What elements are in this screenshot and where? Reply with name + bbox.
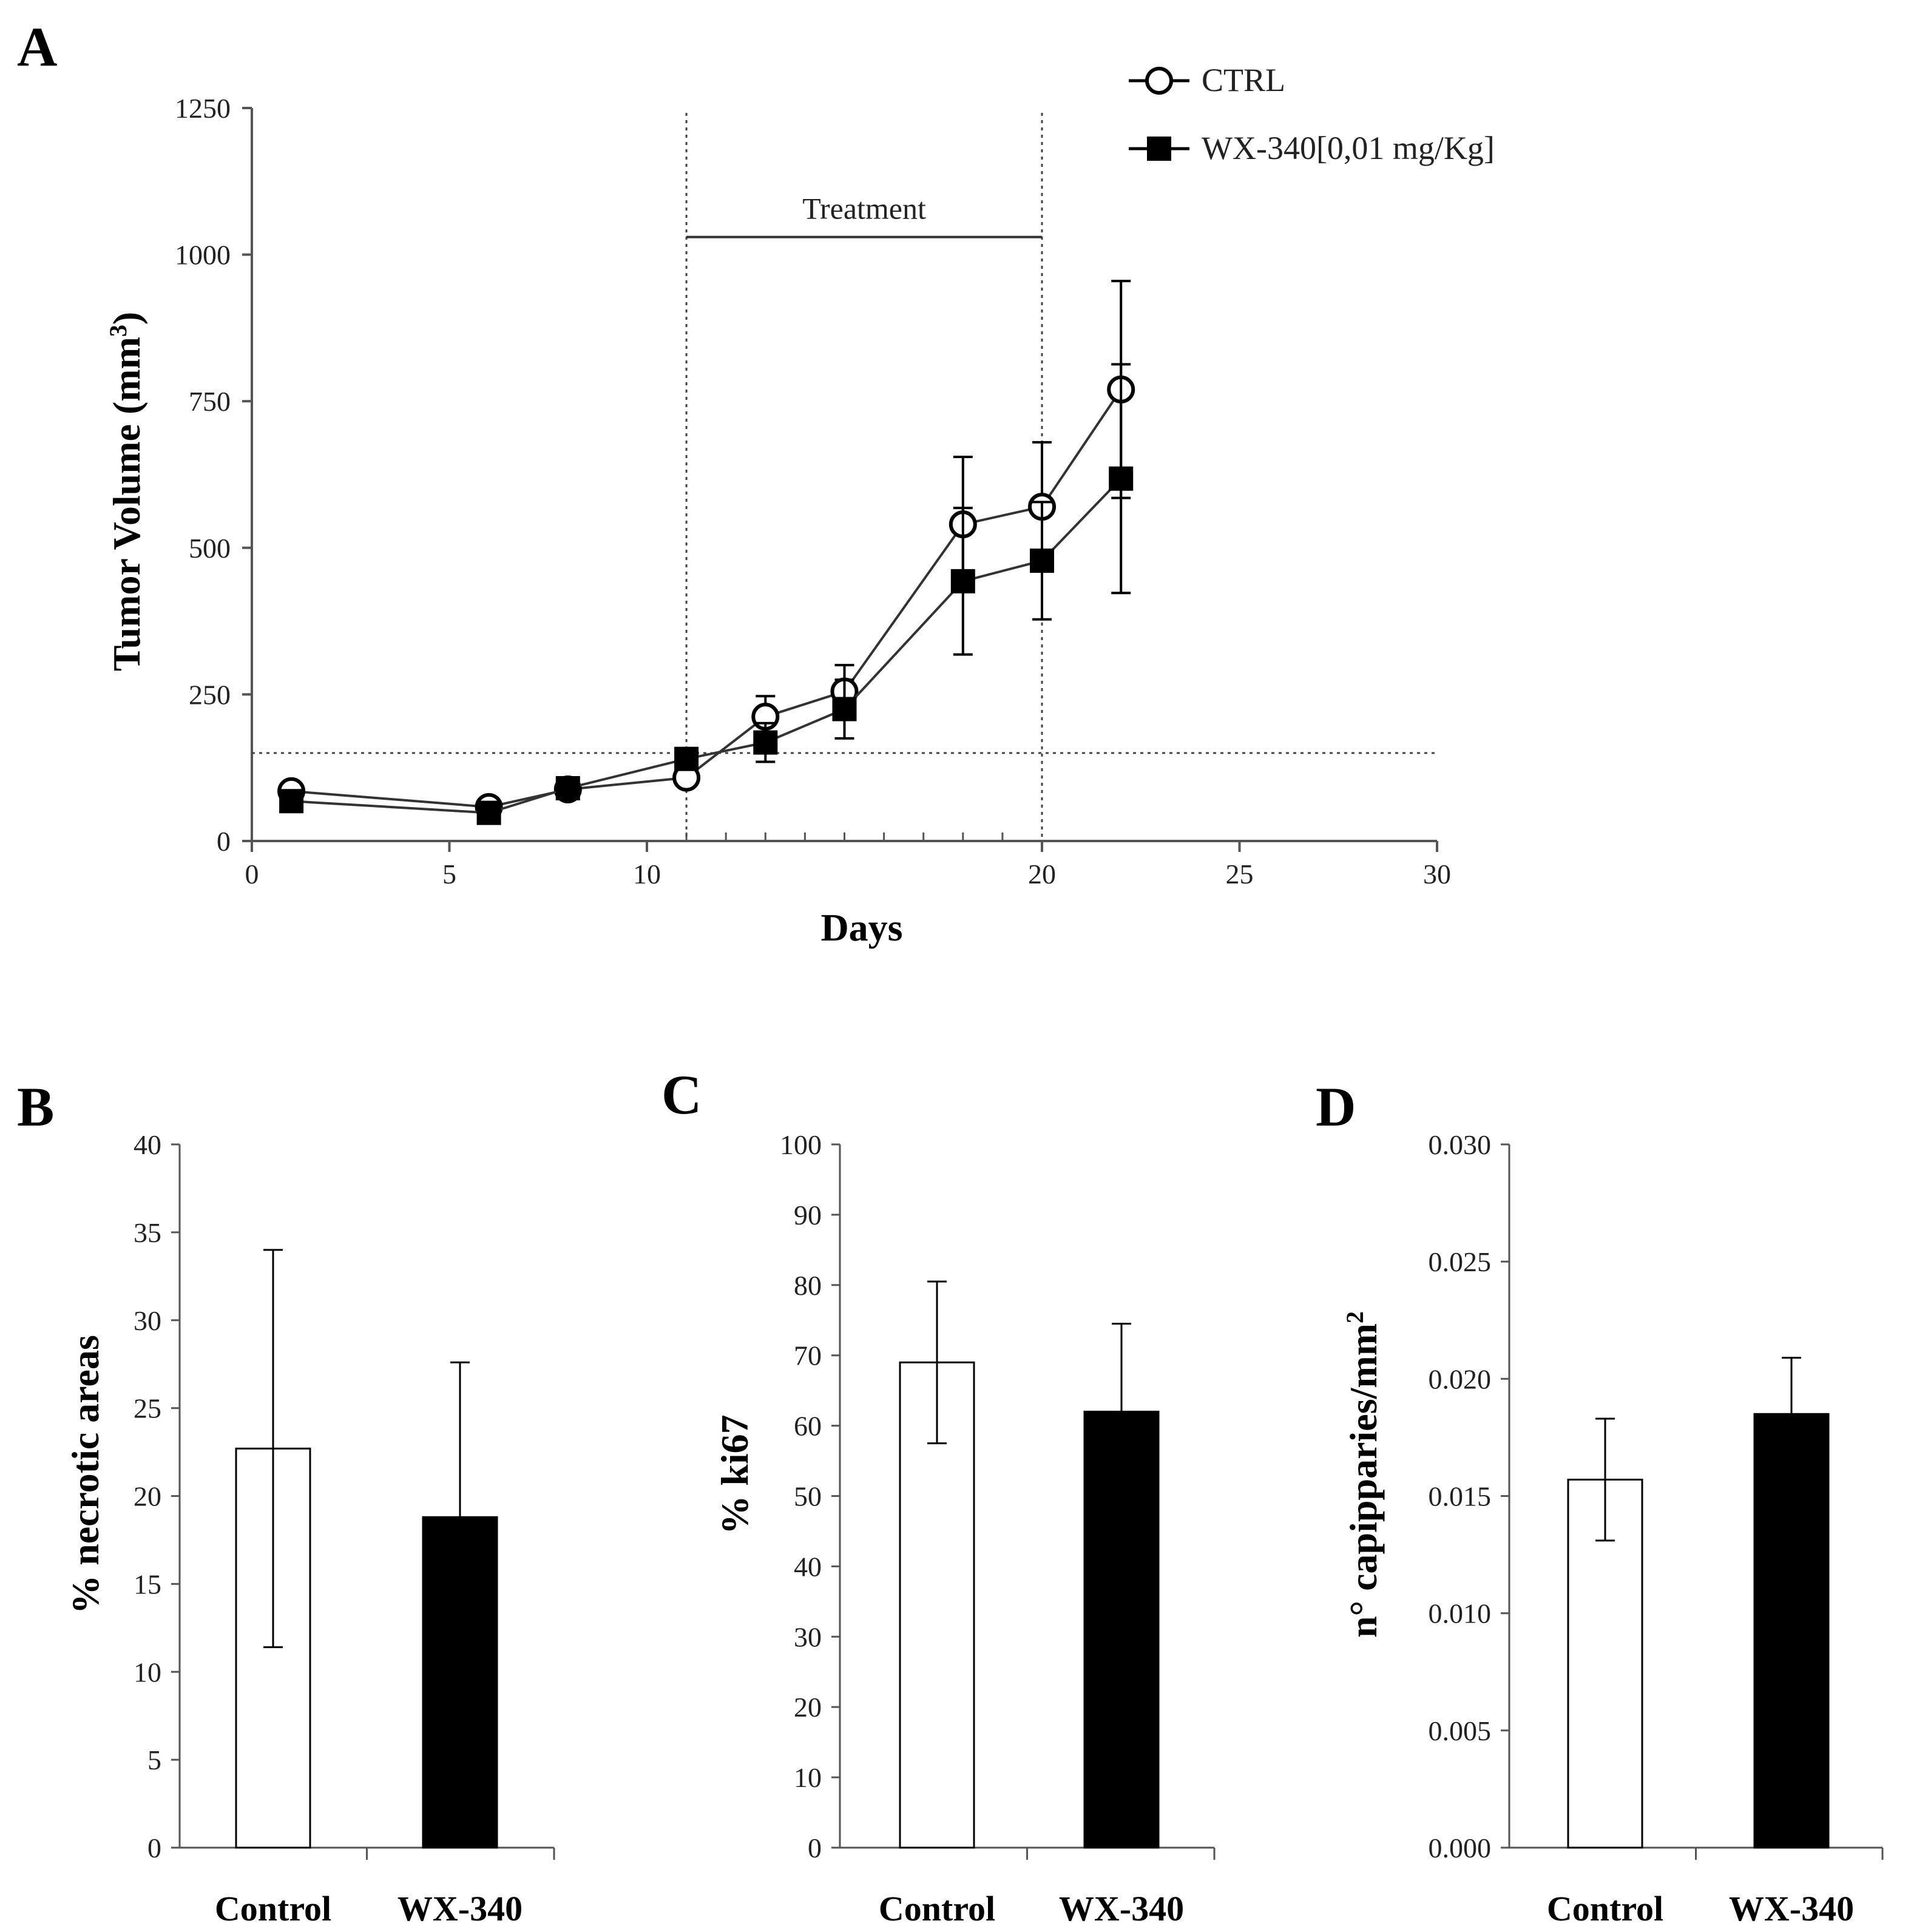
panel-c-plot: 0 10 20 30 40 50 60 70 80 90 100 Control WX-340 (780, 1129, 1216, 1928)
series-line (291, 388, 1122, 808)
y-tick-label: 0.025 (1429, 1246, 1492, 1277)
data-point (753, 730, 778, 755)
y-tick-label: 60 (794, 1411, 822, 1442)
category-label: WX-340 (1059, 1889, 1184, 1928)
data-point (950, 569, 975, 593)
x-tick-label: 20 (1028, 859, 1056, 890)
panel-d: D n° capipparies/mm2 0.000 0.005 0.010 0.01… (1316, 1076, 1884, 1928)
panel-d-y-axis-label: n° capipparies/mm2 (1341, 1311, 1385, 1638)
data-point (555, 776, 580, 801)
y-tick-label: 100 (780, 1129, 822, 1160)
y-tick-label: 0.010 (1429, 1598, 1492, 1629)
y-tick-label: 0.005 (1429, 1715, 1492, 1746)
panel-a-axes: 0 250 500 750 1000 1250 0 5 10 20 25 30 (175, 93, 1451, 890)
y-tick-label: 30 (134, 1305, 161, 1336)
y-tick-label: 1000 (175, 240, 231, 271)
y-tick-label: 40 (794, 1551, 822, 1582)
data-point (674, 746, 699, 771)
legend-item-wx340: WX-340[0,01 mg/Kg] (1129, 130, 1495, 166)
y-tick-label: 0.015 (1429, 1481, 1492, 1512)
y-tick-label: 15 (134, 1569, 161, 1599)
y-tick-label: 50 (794, 1481, 822, 1512)
panel-d-plot: 0.000 0.005 0.010 0.015 0.020 0.025 0.030 Contr… (1429, 1129, 1884, 1928)
data-point (476, 800, 501, 825)
y-tick-label: 30 (794, 1621, 822, 1652)
category-label: WX-340 (1729, 1889, 1854, 1928)
y-tick-label: 20 (134, 1481, 161, 1512)
y-tick-label: 0.030 (1429, 1129, 1492, 1160)
category-label: Control (879, 1889, 995, 1928)
y-tick-label: 5 (147, 1745, 161, 1775)
panel-b: B % necrotic areas 0 5 10 15 20 25 30 35 40 Contr… (17, 1076, 555, 1928)
category-label: WX-340 (397, 1889, 523, 1928)
legend-label-wx340: WX-340[0,01 mg/Kg] (1202, 130, 1495, 166)
y-tick-label: 10 (794, 1762, 822, 1793)
bar-wx340 (1753, 1413, 1830, 1849)
data-point (1109, 466, 1134, 491)
panel-a: A 0 250 500 750 1000 1250 0 5 10 20 25 30 Treatment… (17, 16, 1495, 949)
y-tick-label: 0.000 (1429, 1832, 1492, 1863)
legend: CTRL WX-340[0,01 mg/Kg] (1129, 62, 1495, 166)
panel-label-b: B (17, 1076, 54, 1138)
panel-c-y-axis-label: % ki67 (713, 1414, 756, 1534)
y-tick-label: 80 (794, 1270, 822, 1301)
treatment-label: Treatment (802, 192, 926, 226)
panel-b-y-axis-label: % necrotic areas (64, 1335, 107, 1614)
series-wx340 (279, 363, 1134, 825)
legend-item-ctrl: CTRL (1129, 62, 1285, 98)
panel-b-plot: 0 5 10 15 20 25 30 35 40 Control WX-340 (134, 1129, 555, 1928)
y-tick-label: 70 (794, 1340, 822, 1371)
series-ctrl (277, 280, 1135, 821)
category-label: Control (215, 1889, 331, 1928)
y-tick-label: 1250 (175, 93, 231, 124)
open-circle-icon (1145, 67, 1173, 95)
y-tick-label: 25 (134, 1393, 161, 1424)
y-tick-label: 10 (134, 1657, 161, 1687)
y-tick-label: 0 (147, 1832, 161, 1863)
panel-label-c: C (661, 1064, 702, 1126)
y-axis-label: Tumor Volume (mm3) (104, 312, 148, 672)
y-tick-label: 0 (808, 1832, 822, 1863)
bar-wx340 (422, 1516, 498, 1849)
panel-a-series (277, 280, 1135, 825)
panel-label-a: A (17, 16, 57, 78)
x-tick-label: 30 (1423, 859, 1451, 890)
data-point (1030, 549, 1054, 573)
data-point (832, 697, 857, 721)
x-tick-label: 25 (1226, 859, 1254, 890)
y-tick-label: 750 (189, 386, 231, 417)
panel-c: C % ki67 0 10 20 30 40 50 60 70 80 90 100 Control WX… (661, 1064, 1216, 1928)
y-tick-label: 20 (794, 1692, 822, 1723)
legend-label-ctrl: CTRL (1202, 62, 1285, 98)
x-axis-label: Days (820, 906, 902, 949)
y-tick-label: 250 (189, 679, 231, 710)
y-tick-label: 35 (134, 1217, 161, 1248)
x-tick-label: 5 (442, 859, 456, 890)
x-tick-label: 0 (245, 859, 259, 890)
data-point (279, 789, 304, 814)
filled-square-icon (1147, 137, 1171, 161)
category-label: Control (1547, 1889, 1663, 1928)
y-tick-label: 0 (217, 826, 231, 857)
x-tick-label: 10 (633, 859, 661, 890)
y-tick-label: 500 (189, 533, 231, 564)
y-tick-label: 90 (794, 1200, 822, 1231)
panel-label-d: D (1316, 1076, 1356, 1138)
y-tick-label: 0.020 (1429, 1363, 1492, 1394)
y-tick-label: 40 (134, 1129, 161, 1160)
